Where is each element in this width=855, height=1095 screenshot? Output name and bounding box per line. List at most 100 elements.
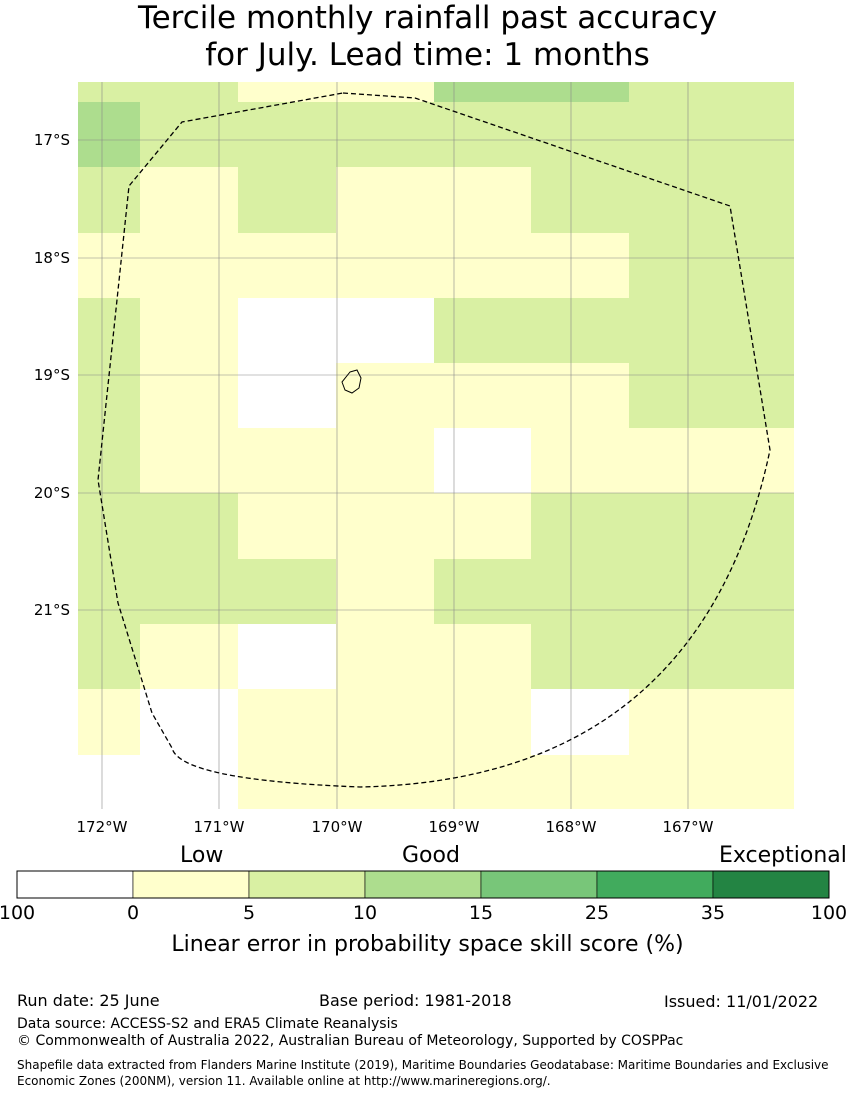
grid-cell xyxy=(531,233,629,298)
grid-cell xyxy=(629,102,727,167)
grid-cell xyxy=(78,428,140,493)
grid-cell xyxy=(531,624,629,689)
colorbar-segment xyxy=(364,870,482,899)
grid-cell xyxy=(78,298,140,363)
grid-cell xyxy=(238,167,336,233)
grid-cell xyxy=(78,167,140,233)
grid-cell xyxy=(140,102,238,167)
grid-cell xyxy=(727,363,794,428)
colorbar-tick: 10 xyxy=(352,902,378,924)
grid-cell xyxy=(336,559,434,624)
grid-cell xyxy=(434,493,531,559)
grid-cell xyxy=(78,102,140,167)
skill-grid xyxy=(78,82,794,809)
latitude-labels: 17°S 18°S 19°S 20°S 21°S xyxy=(34,131,70,619)
colorbar-segment xyxy=(712,870,830,899)
lon-label: 172°W xyxy=(77,818,128,836)
grid-cell xyxy=(78,689,140,755)
grid-cell xyxy=(238,233,336,298)
longitude-labels: 172°W 171°W 170°W 169°W 168°W 167°W xyxy=(77,818,714,836)
grid-cell xyxy=(531,559,629,624)
colorbar-segment xyxy=(480,870,598,899)
grid-cell xyxy=(434,82,531,102)
grid-cell xyxy=(140,559,238,624)
lon-label: 169°W xyxy=(429,818,480,836)
grid-cell xyxy=(336,363,434,428)
grid-cell xyxy=(336,428,434,493)
colorbar-tick: 0 xyxy=(126,902,140,924)
colorbar xyxy=(16,870,830,899)
colorbar-tick: 35 xyxy=(700,902,726,924)
lat-label: 17°S xyxy=(34,131,70,149)
grid-cell xyxy=(336,689,434,755)
grid-cell xyxy=(434,755,531,809)
grid-cell xyxy=(140,298,238,363)
copyright: © Commonwealth of Australia 2022, Austra… xyxy=(17,1033,684,1049)
grid-cell xyxy=(78,233,140,298)
run-date: Run date: 25 June xyxy=(17,991,160,1010)
issued-date: Issued: 11/01/2022 xyxy=(664,992,819,1011)
grid-cell xyxy=(140,493,238,559)
grid-cell xyxy=(434,167,531,233)
grid-cell xyxy=(140,167,238,233)
grid-cell xyxy=(531,82,629,102)
grid-cell xyxy=(727,233,794,298)
chart-title: Tercile monthly rainfall past accuracy f… xyxy=(0,0,855,74)
grid-cell xyxy=(336,233,434,298)
grid-cell xyxy=(140,233,238,298)
grid-cell xyxy=(727,298,794,363)
colorbar-label: Linear error in probability space skill … xyxy=(171,932,684,957)
grid-cell xyxy=(78,624,140,689)
grid-cell xyxy=(238,624,336,689)
colorbar-tick: 5 xyxy=(242,902,256,924)
grid-cell xyxy=(629,755,727,809)
lon-label: 170°W xyxy=(312,818,363,836)
grid-cell xyxy=(531,102,629,167)
lat-label: 18°S xyxy=(34,249,70,267)
grid-cell xyxy=(336,102,434,167)
grid-cell xyxy=(140,755,238,809)
grid-cell xyxy=(727,755,794,809)
grid-cell xyxy=(629,689,727,755)
base-period: Base period: 1981-2018 xyxy=(319,991,512,1010)
grid-cell xyxy=(629,624,727,689)
grid-cell xyxy=(531,755,629,809)
grid-cell xyxy=(629,493,727,559)
lon-label: 168°W xyxy=(546,818,597,836)
grid-cell xyxy=(238,298,336,363)
colorbar-segment xyxy=(248,870,366,899)
colorbar-tick: 100 xyxy=(810,902,848,924)
grid-cell xyxy=(140,428,238,493)
grid-cell xyxy=(727,102,794,167)
grid-cell xyxy=(238,493,336,559)
grid-cell xyxy=(629,428,727,493)
grid-cell xyxy=(78,755,140,809)
colorbar-tick: 15 xyxy=(468,902,494,924)
grid-cell xyxy=(727,167,794,233)
grid-cell xyxy=(531,167,629,233)
shapefile-credit: Shapefile data extracted from Flanders M… xyxy=(17,1058,829,1088)
grid-cell xyxy=(727,428,794,493)
colorbar-tick: 100 xyxy=(0,902,36,924)
grid-cell xyxy=(434,428,531,493)
grid-cell xyxy=(531,428,629,493)
grid-cell xyxy=(336,167,434,233)
colorbar-frame xyxy=(16,870,830,899)
lat-label: 21°S xyxy=(34,601,70,619)
colorbar-category-good: Good xyxy=(402,843,460,868)
grid-cell xyxy=(531,689,629,755)
data-source: Data source: ACCESS-S2 and ERA5 Climate … xyxy=(17,1016,398,1032)
grid-cell xyxy=(336,624,434,689)
title-line-1: Tercile monthly rainfall past accuracy xyxy=(137,0,718,36)
grid-cell xyxy=(434,624,531,689)
grid-cell xyxy=(629,363,727,428)
grid-cell xyxy=(727,82,794,102)
lat-label: 19°S xyxy=(34,366,70,384)
grid-cell xyxy=(140,689,238,755)
grid-cell xyxy=(434,689,531,755)
lon-label: 171°W xyxy=(194,818,245,836)
grid-cell xyxy=(336,755,434,809)
colorbar-segment xyxy=(132,870,250,899)
lat-label: 20°S xyxy=(34,484,70,502)
